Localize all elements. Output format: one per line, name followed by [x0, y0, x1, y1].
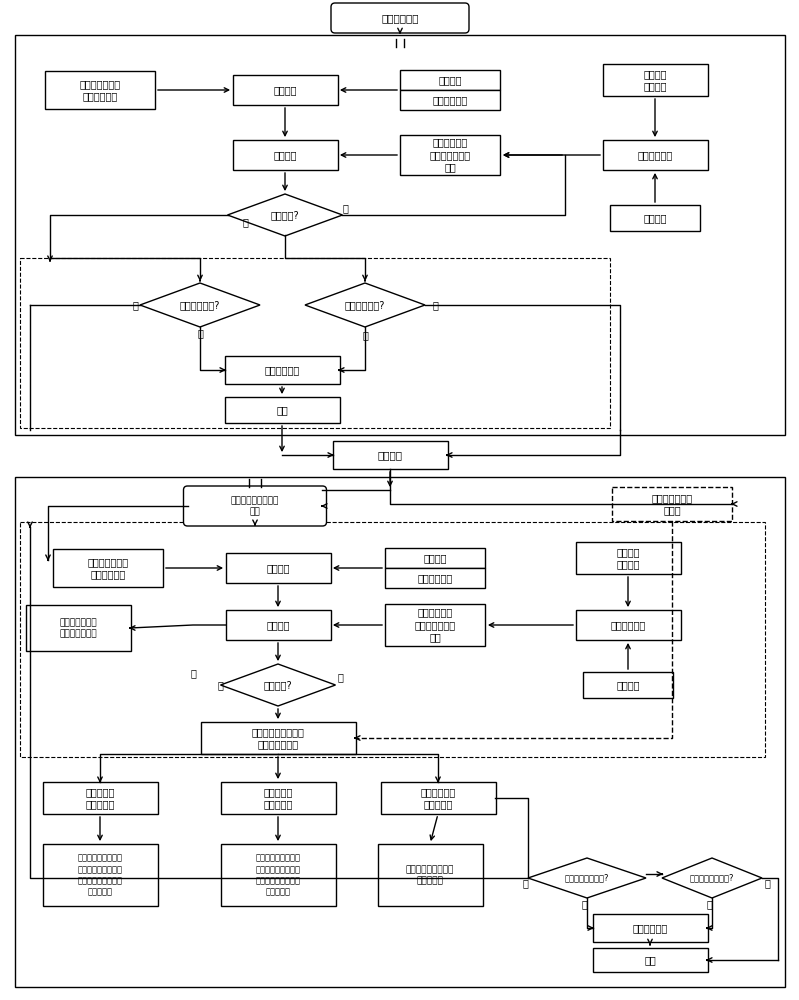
- Bar: [385, 548, 485, 568]
- Bar: [583, 672, 673, 698]
- Bar: [15, 477, 785, 987]
- Text: 在线规则生成: 在线规则生成: [638, 150, 673, 160]
- Bar: [593, 948, 707, 972]
- FancyBboxPatch shape: [331, 3, 469, 33]
- Bar: [233, 140, 337, 170]
- Text: 进行新风险的预防控
制方案的制定，同时
终止原风险状态下的
一系列进程: 进行新风险的预防控 制方案的制定，同时 终止原风险状态下的 一系列进程: [78, 854, 122, 896]
- Text: 否: 否: [217, 680, 223, 690]
- Text: 实时多源信息: 实时多源信息: [432, 95, 467, 105]
- Bar: [602, 140, 707, 170]
- Bar: [20, 258, 610, 428]
- Bar: [53, 549, 163, 587]
- Bar: [400, 70, 500, 90]
- Bar: [593, 914, 707, 942]
- Text: 其它电气指标超标?: 其它电气指标超标?: [565, 874, 610, 882]
- Text: 负荷、天气、温
度等预测信息: 负荷、天气、温 度等预测信息: [79, 79, 121, 101]
- Bar: [201, 722, 356, 754]
- Text: 否: 否: [522, 878, 528, 888]
- Polygon shape: [221, 664, 336, 706]
- Text: 是: 是: [706, 899, 712, 909]
- Text: 无新风险出现
原风险存在: 无新风险出现 原风险存在: [420, 787, 455, 809]
- Text: 风险状态连续辨识与
跟踪: 风险状态连续辨识与 跟踪: [231, 496, 279, 516]
- Text: 否: 否: [432, 300, 438, 310]
- Polygon shape: [528, 858, 646, 898]
- Text: 否: 否: [764, 878, 770, 888]
- Text: 智能算法
自动生成: 智能算法 自动生成: [616, 547, 640, 569]
- Text: 风险状态辨识: 风险状态辨识: [381, 13, 419, 23]
- Bar: [26, 605, 130, 651]
- Bar: [385, 604, 485, 646]
- Text: 判断决策: 判断决策: [273, 150, 296, 160]
- Bar: [221, 844, 336, 906]
- Bar: [42, 844, 157, 906]
- Text: 继续原风险状态下的
一系列进程: 继续原风险状态下的 一系列进程: [406, 865, 454, 885]
- Bar: [225, 397, 340, 423]
- Text: 历史信息: 历史信息: [423, 553, 447, 563]
- Bar: [385, 568, 485, 588]
- Bar: [225, 610, 331, 640]
- Bar: [20, 522, 765, 757]
- Bar: [332, 441, 447, 469]
- Text: 否: 否: [242, 217, 248, 227]
- Bar: [400, 90, 500, 110]
- Text: 存储: 存储: [276, 405, 288, 415]
- Text: 进行新风险的预防控
制方案的制定，同时
继续原风险状态下的
一系列进程: 进行新风险的预防控 制方案的制定，同时 继续原风险状态下的 一系列进程: [256, 854, 300, 896]
- Text: 其它告警指标超标?: 其它告警指标超标?: [690, 874, 734, 882]
- Polygon shape: [662, 858, 762, 898]
- Bar: [221, 782, 336, 814]
- Text: 累计超标时间: 累计超标时间: [264, 365, 300, 375]
- Bar: [15, 35, 785, 435]
- Text: 风险状态?: 风险状态?: [264, 680, 292, 690]
- Text: 风险源及风险类型辨
识、判断与比较: 风险源及风险类型辨 识、判断与比较: [252, 727, 304, 749]
- Text: 累计超标时间: 累计超标时间: [632, 923, 668, 933]
- Polygon shape: [228, 194, 343, 236]
- Text: 是: 是: [342, 203, 348, 213]
- Text: 智能算法
自动生成: 智能算法 自动生成: [643, 69, 666, 91]
- Text: 风险状态: 风险状态: [377, 450, 403, 460]
- Text: 指标计算: 指标计算: [273, 85, 296, 95]
- Text: 指标计算: 指标计算: [266, 563, 290, 573]
- Bar: [610, 205, 700, 231]
- Polygon shape: [140, 283, 260, 327]
- Bar: [380, 782, 495, 814]
- Text: 负荷、天气、温
度等预测信息: 负荷、天气、温 度等预测信息: [87, 557, 129, 579]
- Bar: [42, 782, 157, 814]
- Text: 否: 否: [190, 668, 196, 678]
- Text: 否: 否: [132, 300, 138, 310]
- Bar: [377, 844, 483, 906]
- Text: 新风险出现
原风险消失: 新风险出现 原风险消失: [85, 787, 115, 809]
- Text: 是: 是: [197, 328, 203, 338]
- Text: 风险源及风险类
型辨识: 风险源及风险类 型辨识: [651, 493, 693, 515]
- Text: 规则库、知识
库、专家库、风
险库: 规则库、知识 库、专家库、风 险库: [415, 608, 455, 642]
- Bar: [602, 64, 707, 96]
- Text: 在线规则生成: 在线规则生成: [610, 620, 646, 630]
- FancyBboxPatch shape: [184, 486, 327, 526]
- Text: 历史信息: 历史信息: [438, 75, 462, 85]
- Bar: [233, 75, 337, 105]
- Text: 终止原风险状态
下的一系列进程: 终止原风险状态 下的一系列进程: [59, 618, 97, 638]
- Bar: [225, 356, 340, 384]
- Text: 是: 是: [581, 899, 587, 909]
- Bar: [575, 610, 681, 640]
- Text: 新风险出现
原风险存在: 新风险出现 原风险存在: [264, 787, 292, 809]
- Bar: [612, 487, 732, 521]
- Text: 存储: 存储: [644, 955, 656, 965]
- Bar: [575, 542, 681, 574]
- Text: 是: 是: [337, 672, 343, 682]
- Text: 人机对话: 人机对话: [643, 213, 666, 223]
- Text: 人机对话: 人机对话: [616, 680, 640, 690]
- Text: 实时多源信息: 实时多源信息: [417, 573, 452, 583]
- Text: 风险状态?: 风险状态?: [271, 210, 300, 220]
- Polygon shape: [305, 283, 425, 327]
- Text: 是: 是: [362, 330, 368, 340]
- Bar: [225, 553, 331, 583]
- Text: 规则库、知识
库、专家库、风
险库: 规则库、知识 库、专家库、风 险库: [429, 138, 471, 172]
- Text: 判断决策: 判断决策: [266, 620, 290, 630]
- Bar: [400, 135, 500, 175]
- Bar: [45, 71, 155, 109]
- Text: 告警指标超标?: 告警指标超标?: [345, 300, 385, 310]
- Text: 电气指标超标?: 电气指标超标?: [180, 300, 221, 310]
